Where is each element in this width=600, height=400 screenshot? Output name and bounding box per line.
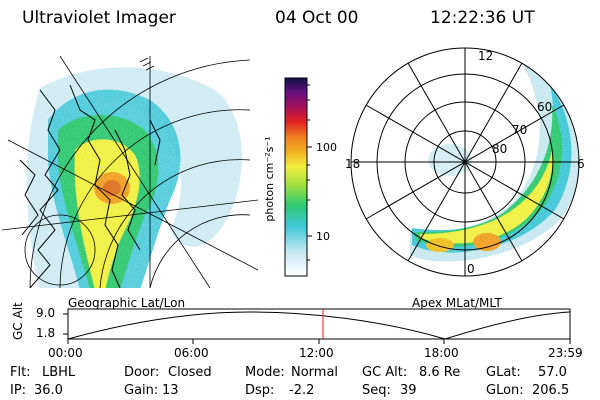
altitude-xtick-0000: 00:00 bbox=[48, 346, 83, 360]
status-flt-value: LBHL bbox=[42, 365, 76, 380]
status-mode-value: Normal bbox=[291, 365, 339, 380]
colorbar-ticks bbox=[307, 84, 312, 261]
mlt-label-6: 6 bbox=[577, 157, 585, 171]
status-seq-label: Seq: bbox=[362, 383, 391, 398]
colorbar bbox=[284, 77, 308, 277]
status-glat-value: 57.0 bbox=[538, 365, 567, 380]
left-panel-caption: Geographic Lat/Lon bbox=[68, 296, 186, 310]
polar-grid bbox=[350, 47, 580, 277]
colorbar-tick-100: 100 bbox=[316, 141, 337, 154]
geo-grid bbox=[2, 56, 259, 288]
mlt-label-0: 0 bbox=[467, 262, 475, 276]
altitude-xtick-2359: 23:59 bbox=[548, 346, 583, 360]
colorbar-label: photon cm⁻²s⁻¹ bbox=[263, 136, 276, 222]
instrument-title: Ultraviolet Imager bbox=[22, 8, 176, 28]
altitude-xtick-0600: 06:00 bbox=[174, 346, 209, 360]
mlat-label-80: 80 bbox=[492, 142, 508, 156]
status-flt-label: Flt: bbox=[10, 365, 31, 380]
status-glon-value: 206.5 bbox=[532, 383, 570, 398]
mlt-label-18: 18 bbox=[345, 157, 361, 171]
status-glon-label: GLon: bbox=[486, 383, 524, 398]
status-gcalt-label: GC Alt: bbox=[362, 365, 408, 380]
altitude-ytick-high: 9.0 bbox=[36, 306, 56, 320]
status-seq-value: 39 bbox=[400, 383, 417, 398]
status-door-value: Closed bbox=[168, 365, 212, 380]
status-ip-value: 36.0 bbox=[34, 383, 63, 398]
status-door-label: Door: bbox=[124, 365, 160, 380]
geographic-map bbox=[2, 56, 260, 288]
altitude-xtick-1200: 12:00 bbox=[299, 346, 334, 360]
status-glat-label: GLat: bbox=[486, 365, 521, 380]
altitude-plot-frame bbox=[67, 308, 571, 340]
altitude-xtick-1800: 18:00 bbox=[424, 346, 459, 360]
altitude-ylabel: GC Alt bbox=[11, 302, 25, 340]
mlat-label-70: 70 bbox=[512, 123, 528, 137]
mlat-label-60: 60 bbox=[537, 100, 553, 114]
status-mode-label: Mode: bbox=[245, 365, 285, 380]
status-gain-label: Gain: bbox=[124, 383, 159, 398]
right-panel-caption: Apex MLat/MLT bbox=[412, 296, 502, 310]
observation-time: 12:22:36 UT bbox=[430, 8, 535, 28]
status-gcalt-value: 8.6 Re bbox=[419, 365, 461, 380]
status-dsp-value: -2.2 bbox=[289, 383, 315, 398]
status-gain-value: 13 bbox=[162, 383, 179, 398]
observation-date: 04 Oct 00 bbox=[275, 8, 359, 28]
altitude-ytick-low: 1.8 bbox=[36, 326, 56, 340]
status-ip-label: IP: bbox=[10, 383, 27, 398]
mlt-label-12: 12 bbox=[478, 49, 494, 63]
colorbar-tick-10: 10 bbox=[316, 230, 330, 243]
altitude-curve bbox=[67, 311, 571, 340]
altitude-ticks bbox=[63, 313, 571, 344]
coastlines bbox=[19, 84, 161, 288]
status-dsp-label: Dsp: bbox=[245, 383, 275, 398]
